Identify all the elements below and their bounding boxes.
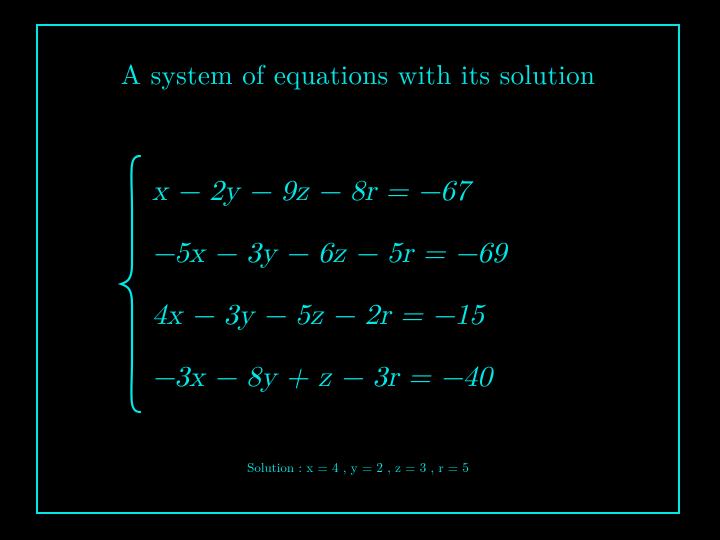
- equation-row: x − 2y − 9z − 8r = −67: [152, 177, 632, 206]
- page-title: A system of equations with its solution: [38, 54, 678, 92]
- solution-text: Solution : x = 4 , y = 2 , z = 3 , r = 5: [38, 457, 678, 476]
- equation-lines: x − 2y − 9z − 8r = −67 −5x − 3y − 6z − 5…: [152, 154, 632, 414]
- content-frame: A system of equations with its solution …: [36, 24, 680, 514]
- left-brace-icon: [118, 154, 146, 414]
- equation-row: −3x − 8y + z − 3r = −40: [152, 363, 632, 392]
- equation-row: 4x − 3y − 5z − 2r = −15: [152, 301, 632, 330]
- equation-system: x − 2y − 9z − 8r = −67 −5x − 3y − 6z − 5…: [118, 154, 638, 414]
- equation-row: −5x − 3y − 6z − 5r = −69: [152, 239, 632, 268]
